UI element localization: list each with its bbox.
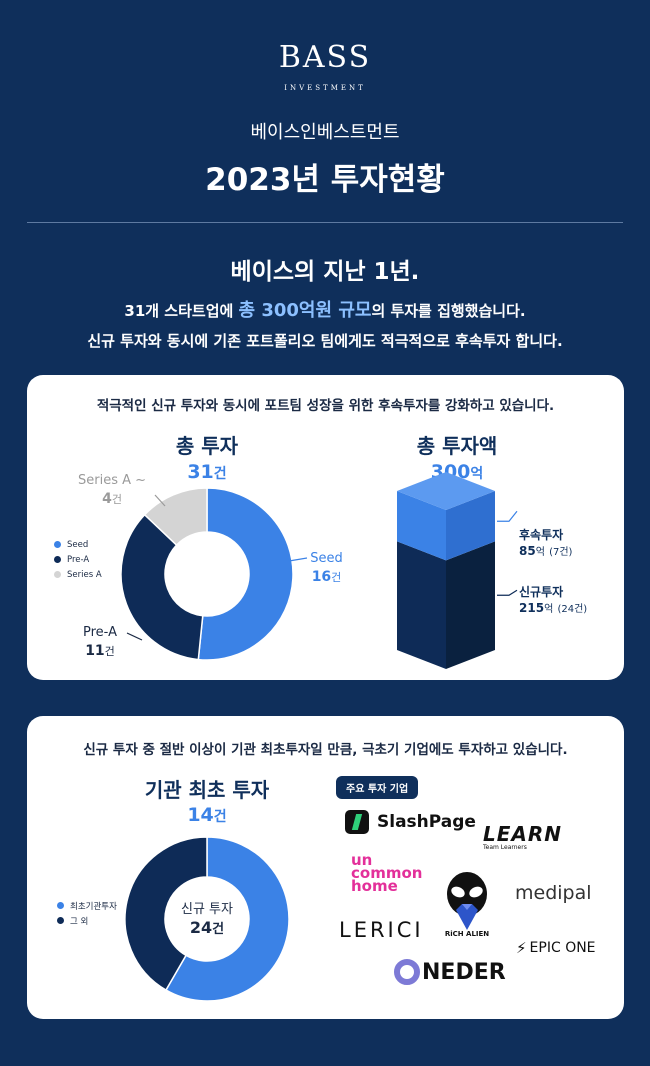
new-investment-label: 신규투자 215억 (24건) (519, 584, 587, 618)
bass-logo-sub: INVESTMENT (0, 84, 650, 92)
learn-logo: LEARN Team Learners (483, 824, 562, 851)
summary-line-1: 31개 스타트업에 총 300억원 규모의 투자를 집행했습니다. (0, 296, 650, 322)
epic-one-logo: ⚡ EPIC ONE (516, 939, 596, 957)
institutional-legend: 최초기관투자 그 외 (57, 898, 117, 928)
oneder-o-icon (394, 959, 420, 985)
legend-others: 그 외 (57, 913, 117, 928)
new-investment-left-face (397, 541, 446, 669)
investment-count-card: 적극적인 신규 투자와 동시에 포트팀 성장을 위한 후속투자를 강화하고 있습… (27, 375, 624, 680)
first-institutional-card: 신규 투자 중 절반 이상이 기관 최초투자일 만큼, 극초기 기업에도 투자하… (27, 716, 624, 1019)
slashpage-icon (345, 810, 369, 834)
summary-line-2: 신규 투자와 동시에 기존 포트폴리오 팀에게도 적극적으로 후속투자 합니다. (0, 330, 650, 351)
summary-heading: 베이스의 지난 1년. (0, 252, 650, 286)
epic-one-icon: ⚡ (516, 939, 527, 957)
oneder-logo: NEDER (394, 959, 506, 985)
bass-logo: BASS (0, 40, 650, 75)
company-name: 베이스인베스트먼트 (0, 118, 650, 144)
stack-leader-line (497, 511, 517, 521)
page-title: 2023년 투자현황 (0, 154, 650, 199)
stack-leader-line (497, 590, 517, 595)
rich-alien-logo: RiCH ALIEN (436, 870, 498, 938)
donut2-center-label: 신규 투자 24건 (167, 901, 247, 939)
alien-icon (436, 870, 498, 932)
uncommon-home-logo: un common home (351, 854, 422, 893)
first-institutional-donut (27, 716, 624, 1019)
follow-on-label: 후속투자 85억 (7건) (519, 527, 572, 561)
legend-first-institutional: 최초기관투자 (57, 898, 117, 913)
divider (27, 222, 623, 223)
slashpage-logo: SlashPage (345, 810, 476, 834)
new-investment-right-face (446, 541, 495, 669)
medipal-logo: medipal (515, 882, 592, 904)
lerici-logo: LERICI (339, 918, 424, 942)
portfolio-tag: 주요 투자 기업 (336, 776, 418, 799)
summary-highlight: 총 300억원 규모 (239, 300, 372, 321)
